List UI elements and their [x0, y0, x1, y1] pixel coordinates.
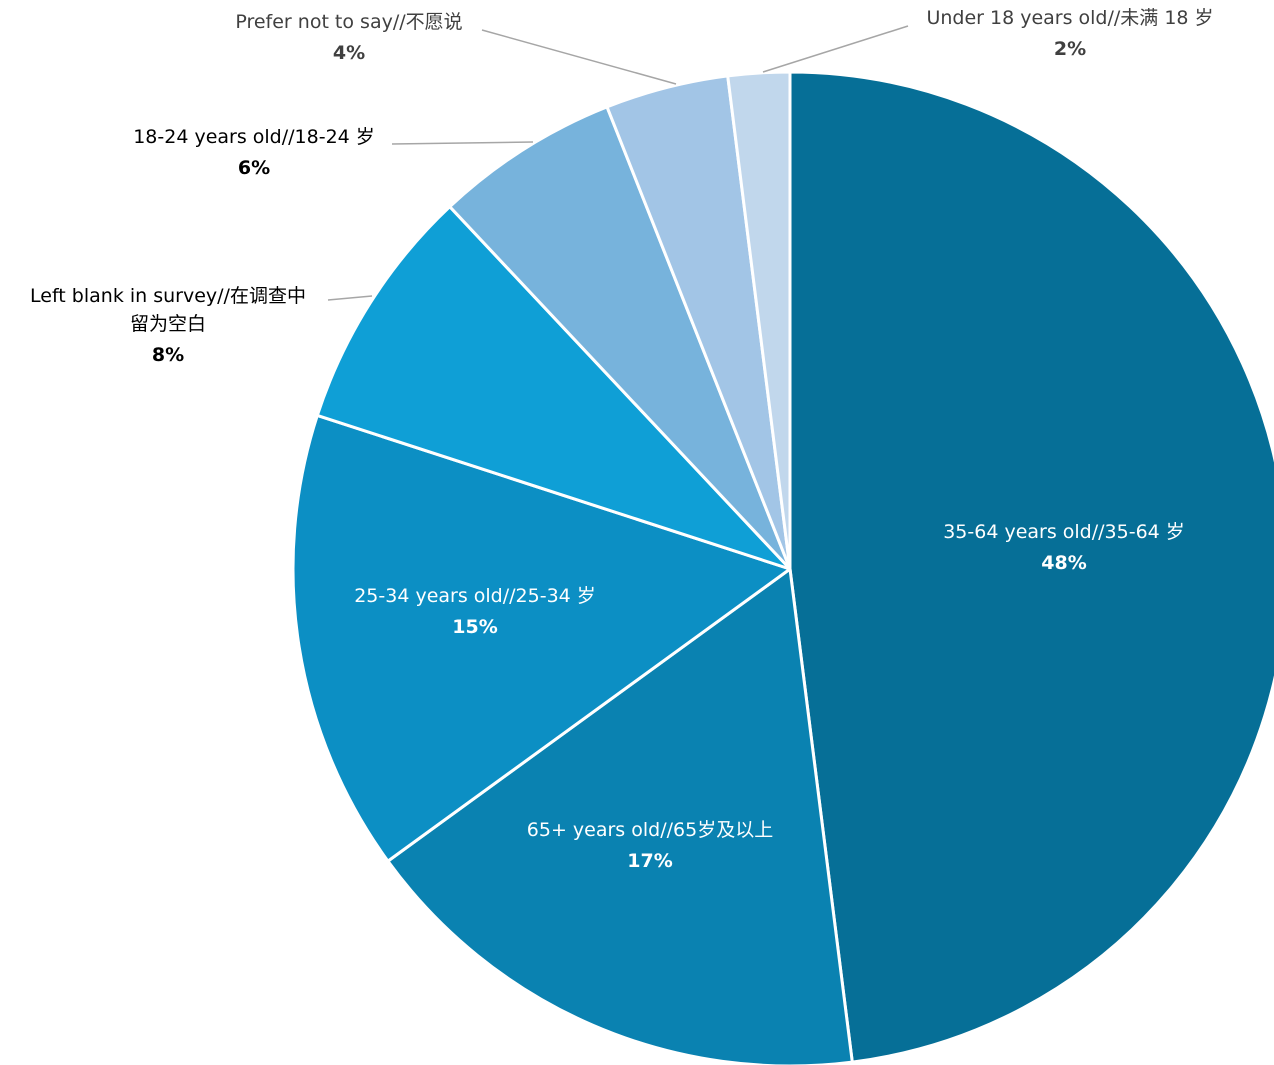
slice-label-name: 25-34 years old//25-34 岁 — [354, 585, 596, 607]
pie-slice-4 — [315, 205, 792, 571]
leader-line-5 — [391, 141, 534, 145]
pie-slice-5 — [448, 105, 792, 571]
slice-label-value: 2% — [1054, 38, 1086, 60]
slice-label-3: 25-34 years old//25-34 岁 15% — [354, 585, 596, 638]
slice-label-value: 8% — [152, 344, 184, 366]
leader-line-4 — [327, 295, 373, 301]
slice-label-name: 留为空白 — [130, 313, 206, 335]
slice-label-5: 18-24 years old//18-24 岁 6% — [133, 126, 375, 179]
pie-slice-3 — [291, 413, 792, 863]
slice-label-name: Left blank in survey//在调查中 — [30, 285, 306, 307]
leader-lines — [327, 25, 909, 301]
slice-label-value: 48% — [1041, 552, 1086, 574]
pie-slices — [291, 70, 1274, 1065]
slice-label-name: 65+ years old//65岁及以上 — [527, 819, 773, 841]
slice-label-value: 15% — [452, 616, 497, 638]
slice-label-1: 35-64 years old//35-64 岁 48% — [943, 521, 1185, 574]
pie-slice-2 — [386, 567, 854, 1065]
slice-label-value: 4% — [333, 42, 365, 64]
leader-line-7 — [762, 25, 909, 73]
slice-label-name: 35-64 years old//35-64 岁 — [943, 521, 1185, 543]
slice-label-value: 17% — [627, 850, 672, 872]
slice-label-name: Prefer not to say//不愿说 — [235, 11, 462, 33]
slice-label-name: 18-24 years old//18-24 岁 — [133, 126, 375, 148]
pie-slice-1 — [788, 70, 1274, 1064]
leader-line-6 — [481, 29, 677, 85]
slice-label-value: 6% — [238, 157, 270, 179]
pie-slice-7 — [726, 70, 792, 571]
slice-label-2: 65+ years old//65岁及以上 17% — [527, 819, 773, 872]
slice-label-name: Under 18 years old//未满 18 岁 — [926, 7, 1213, 29]
slice-label-7: Under 18 years old//未满 18 岁 2% — [926, 7, 1213, 60]
slice-label-6: Prefer not to say//不愿说 4% — [235, 11, 462, 64]
slice-labels: 35-64 years old//35-64 岁 48% 65+ years old… — [30, 7, 1214, 872]
